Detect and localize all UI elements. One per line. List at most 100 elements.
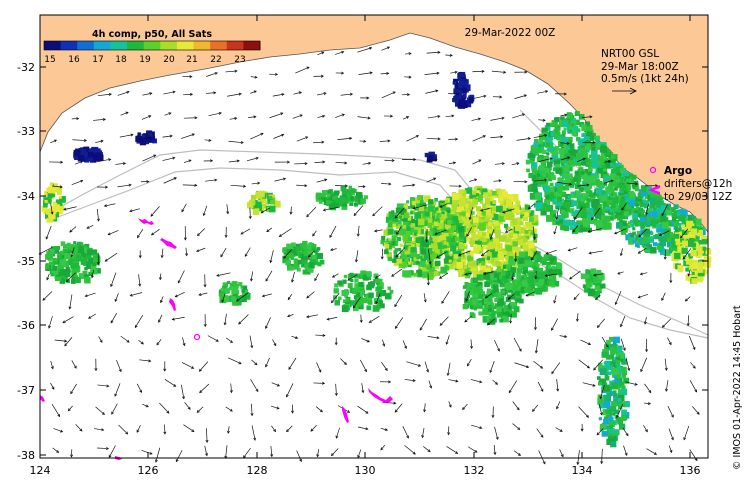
sst-pixel [671, 241, 679, 249]
sst-pixel [573, 125, 579, 131]
current-arrow-head [59, 185, 63, 189]
current-arrow-head [129, 293, 133, 297]
sst-pixel [91, 148, 96, 153]
sst-pixel [62, 244, 68, 249]
current-arrow-head [616, 415, 619, 419]
current-arrow-head [531, 257, 534, 261]
current-arrow-head [425, 239, 429, 243]
current-arrow [238, 314, 249, 325]
sst-pixel [55, 204, 60, 209]
current-arrow-head [595, 297, 599, 301]
sst-pixel [492, 305, 497, 310]
sst-pixel [92, 253, 98, 258]
sst-pixel [580, 273, 587, 280]
sst-pixel [516, 217, 523, 224]
sst-pixel [534, 268, 538, 272]
current-arrow [492, 379, 498, 385]
sst-pixel [378, 300, 383, 305]
sst-pixel [570, 191, 578, 199]
sst-pixel [535, 287, 542, 295]
current-arrow [424, 361, 429, 373]
sst-pixel [649, 197, 657, 205]
drifter-tracks [40, 218, 393, 460]
sst-pixel [610, 406, 617, 413]
sst-pixel [612, 401, 618, 407]
sst-pixel [678, 246, 684, 252]
sst-pixel [581, 152, 589, 160]
argo-legend-icon [649, 166, 657, 174]
current-arrow [470, 379, 482, 383]
current-arrow [514, 362, 529, 368]
sst-pixel [673, 225, 678, 230]
current-arrow [312, 230, 317, 237]
sst-pixel [450, 245, 457, 252]
current-arrow [538, 450, 546, 465]
sst-pixel [458, 204, 465, 211]
current-arrow-head [226, 211, 230, 215]
sst-pixel [46, 187, 51, 193]
current-arrow [604, 160, 611, 163]
sst-pixel [484, 267, 491, 274]
sst-pixel [55, 271, 61, 277]
sst-pixel [692, 262, 700, 270]
current-arrow-head [364, 369, 367, 373]
sst-pixel [629, 177, 634, 183]
current-arrow [130, 292, 143, 297]
current-arrow [664, 249, 666, 260]
sst-pixel [394, 248, 399, 252]
sst-pixel [478, 294, 484, 300]
current-arrow-head [423, 409, 427, 413]
current-arrow-head [86, 226, 90, 229]
sst-pixel [583, 175, 590, 182]
sst-pixel [599, 427, 604, 432]
sst-pixel [309, 268, 314, 273]
current-arrow-head [307, 254, 311, 258]
current-arrow [266, 227, 273, 232]
sst-pixel [518, 226, 526, 234]
current-arrow-head [437, 115, 441, 118]
sst-pixel [569, 183, 575, 188]
sst-pixel [579, 205, 586, 212]
sst-pixel [557, 177, 564, 184]
current-arrow [161, 248, 164, 258]
current-arrow [467, 446, 478, 453]
sst-pixel [497, 250, 504, 257]
current-arrow [330, 248, 337, 251]
sst-pixel [609, 336, 614, 342]
current-arrow-head [621, 207, 625, 211]
current-arrow [555, 427, 563, 432]
current-arrow [516, 138, 531, 141]
current-arrow-head [441, 300, 445, 304]
current-arrow-head [275, 72, 279, 76]
current-arrow [72, 139, 87, 141]
sst-pixel [406, 200, 410, 204]
drifter-track [40, 395, 45, 402]
sst-pixel [666, 205, 671, 210]
sst-pixel [256, 201, 262, 207]
sst-pixel [578, 114, 585, 120]
sst-pixel [532, 228, 537, 233]
sst-pixel [609, 216, 614, 221]
current-arrow-head [306, 295, 310, 299]
sst-pixel [555, 221, 560, 225]
sst-pixel [512, 284, 519, 291]
current-arrow-head [299, 458, 302, 463]
current-arrow [265, 357, 270, 367]
current-arrow [270, 445, 273, 457]
current-arrow-head [412, 379, 416, 382]
sst-pixel [562, 220, 567, 224]
sst-pixel [507, 267, 513, 273]
sst-pixel [601, 165, 607, 171]
sst-pixel [599, 368, 607, 376]
sst-pixel [404, 248, 411, 255]
sst-pixel [487, 259, 492, 264]
current-arrow-head [663, 256, 667, 260]
current-arrow [287, 294, 293, 300]
current-arrow-head [569, 182, 573, 186]
sst-pixel [407, 262, 412, 268]
sst-pixel [443, 244, 447, 249]
sst-pixel [660, 204, 667, 212]
sst-pixel [630, 223, 635, 228]
current-arrow [228, 357, 242, 365]
sst-pixel [84, 274, 89, 280]
